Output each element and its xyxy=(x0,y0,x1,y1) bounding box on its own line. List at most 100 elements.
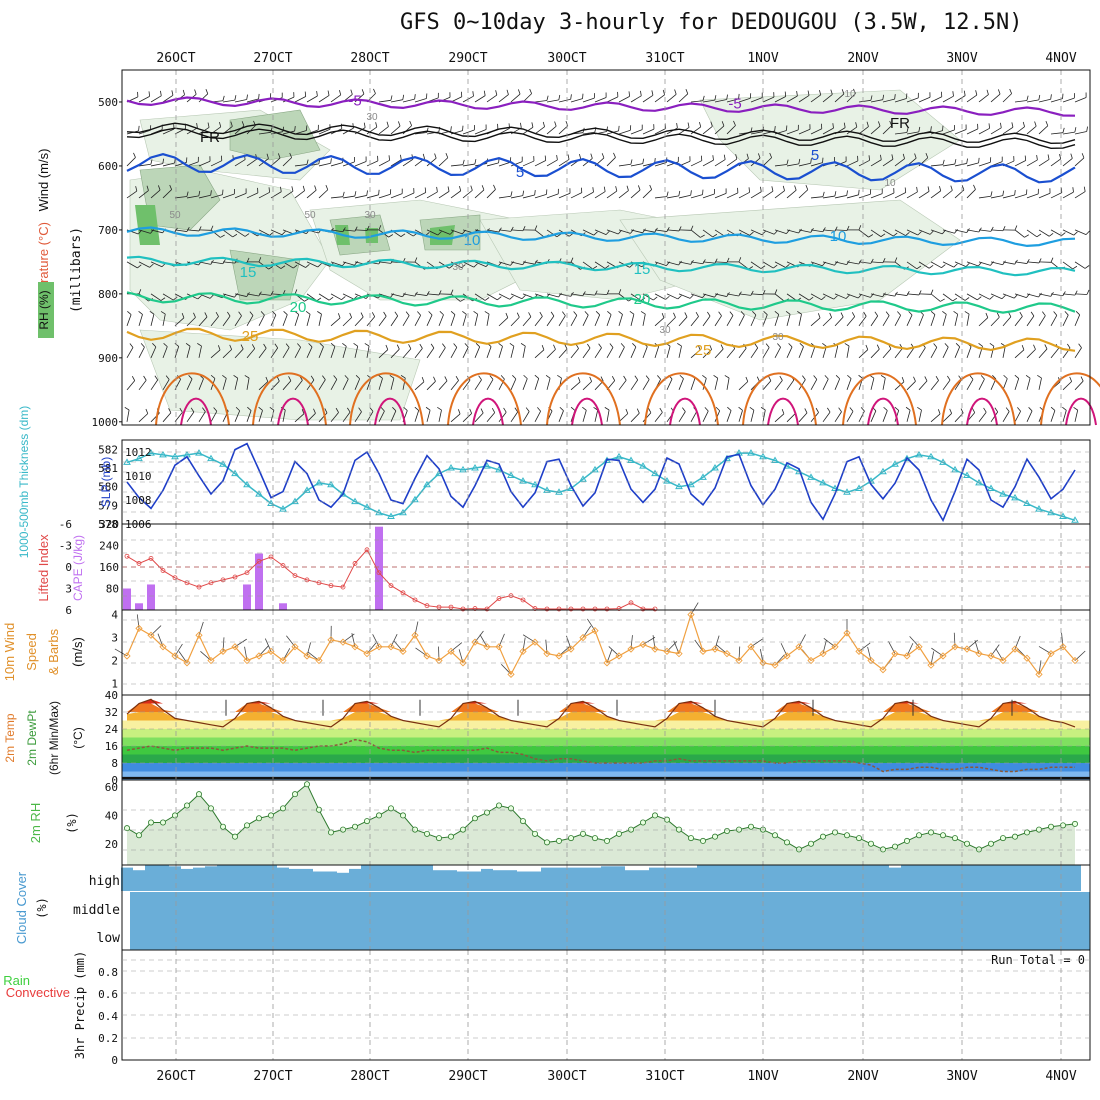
thickness-tick-label: 580 xyxy=(98,481,118,494)
rh2m-marker xyxy=(772,832,779,839)
wind-barb xyxy=(702,293,715,298)
wind-barb xyxy=(186,411,195,423)
wind-barb xyxy=(1050,410,1056,422)
wind10m-marker xyxy=(291,643,299,651)
thickness-marker xyxy=(231,469,239,477)
wind-barb-flag xyxy=(138,310,143,315)
wind-barb-flag xyxy=(396,344,400,350)
wind-barb-flag xyxy=(662,89,665,95)
wind-barb xyxy=(642,94,654,103)
wind-barb xyxy=(774,293,785,302)
wind-barb xyxy=(498,411,507,423)
thickness-marker xyxy=(459,465,467,473)
wind-barb-flag xyxy=(265,376,269,382)
wind-barb-flag xyxy=(570,406,576,411)
rh2m-marker xyxy=(135,832,142,839)
lifted-index-marker xyxy=(208,580,214,586)
isotherm-label: FR xyxy=(890,115,910,132)
wind-barb xyxy=(906,293,919,296)
wind-barb xyxy=(882,125,892,135)
wind-barb xyxy=(690,100,703,103)
isotherm-label: 10 xyxy=(464,232,481,249)
wind-barb xyxy=(774,190,785,199)
rh-shade-region-peak xyxy=(430,225,455,245)
wind-barb xyxy=(126,261,138,269)
rh-shade-region-peak xyxy=(135,205,160,245)
wind-barb xyxy=(798,293,810,301)
ylabel-rh2m-unit: (%) xyxy=(65,812,79,834)
wind-barb-flag xyxy=(523,374,528,379)
wind-barb xyxy=(306,261,319,268)
wind-barb xyxy=(966,379,974,391)
wind-barb-flag xyxy=(796,90,798,97)
wind-barb xyxy=(474,189,485,199)
wind-barb xyxy=(282,347,290,359)
wind-barb-flag xyxy=(428,311,433,316)
lifted-index-marker xyxy=(340,584,346,590)
li-tick-label: 6 xyxy=(65,604,72,617)
wind10m-marker xyxy=(627,645,635,653)
wind-barb xyxy=(450,413,461,423)
wind-barb-flag xyxy=(891,154,894,160)
wind-barb-flag xyxy=(138,289,142,295)
wind-barb-flag xyxy=(966,228,970,233)
lifted-index-marker xyxy=(616,606,622,611)
wind10m-marker xyxy=(651,645,659,653)
lifted-index-marker xyxy=(424,603,430,609)
wind-barb xyxy=(714,125,725,135)
wind-barb-flag xyxy=(135,186,138,192)
wind-barb xyxy=(606,314,612,326)
isotherm-line xyxy=(126,122,1076,145)
wind-barb xyxy=(678,261,691,265)
wind-barb xyxy=(402,348,412,359)
wind-barb xyxy=(570,348,579,359)
date-label-top: 3NOV xyxy=(946,51,977,66)
wind-barb-flag xyxy=(833,295,838,300)
wind-barb xyxy=(978,317,989,327)
date-label-bottom: 29OCT xyxy=(448,1069,487,1084)
wind10m-marker xyxy=(171,652,179,660)
wind-barb xyxy=(774,314,780,326)
wind-barb-flag xyxy=(133,152,136,158)
wind-barb-flag xyxy=(769,152,773,158)
wind-barb xyxy=(618,379,627,391)
wind-barb-flag xyxy=(824,375,829,380)
wind-barb-flag xyxy=(127,310,132,315)
wind-barb-flag xyxy=(294,310,299,315)
wind-barb xyxy=(630,129,643,135)
wind-barb xyxy=(534,100,547,103)
wind-barb xyxy=(834,316,844,327)
wind-barb xyxy=(918,380,928,391)
wind-barb xyxy=(546,159,558,167)
wind-barb-flag xyxy=(520,122,522,128)
wind-barb xyxy=(474,346,481,358)
cloud-high-bar xyxy=(265,865,277,891)
wind10m-marker xyxy=(819,650,827,658)
wind-barb-flag xyxy=(975,90,978,96)
wind-barb-flag xyxy=(1024,155,1027,161)
wind-barb-flag xyxy=(924,376,928,382)
wind10m-marker xyxy=(519,647,527,655)
cloud-high-bar xyxy=(253,865,265,891)
wind-barb xyxy=(498,127,510,135)
wind-barb xyxy=(210,411,218,422)
ylabel-cape: CAPE (J/kg) xyxy=(71,535,85,601)
wind-barb-flag xyxy=(1021,344,1025,350)
rh2m-marker xyxy=(988,840,995,847)
wind-barb xyxy=(786,129,799,135)
wind-barb xyxy=(870,261,883,264)
wind-barb xyxy=(582,381,592,391)
wind-barb xyxy=(882,315,890,327)
wind-barb-flag xyxy=(190,407,195,413)
wind-barb-flag xyxy=(877,121,881,127)
wind-barb xyxy=(678,346,682,358)
wind-barb-flag xyxy=(349,312,353,318)
wind-barb-flag xyxy=(829,312,833,318)
date-label-bottom: 31OCT xyxy=(645,1069,684,1084)
wind-barb xyxy=(810,162,823,167)
panel-frame xyxy=(121,69,1091,426)
wind-barb xyxy=(582,293,595,296)
wind-barb xyxy=(774,347,781,359)
wind-barb-flag xyxy=(870,258,874,264)
wind10m-marker xyxy=(795,643,803,651)
